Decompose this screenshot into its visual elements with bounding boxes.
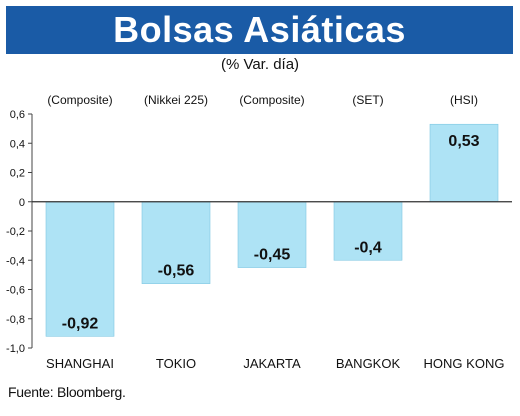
y-tick-label: -0,4 xyxy=(6,255,25,267)
data-label: -0,45 xyxy=(254,247,291,264)
y-tick-label: 0,6 xyxy=(10,109,25,121)
index-label: (Composite) xyxy=(239,93,304,107)
index-label: (HSI) xyxy=(450,93,478,107)
source-note: Fuente: Bloomberg. xyxy=(8,384,126,400)
index-label: (SET) xyxy=(352,93,383,107)
x-tick-label: HONG KONG xyxy=(424,356,505,371)
y-tick-label: 0 xyxy=(19,197,25,209)
bar xyxy=(429,123,499,203)
data-label: 0,53 xyxy=(448,133,479,150)
data-label: -0,56 xyxy=(158,263,195,280)
x-tick-label: BANGKOK xyxy=(336,356,401,371)
y-tick-label: -0,6 xyxy=(6,285,25,297)
y-tick-label: -1,0 xyxy=(6,343,25,355)
chart-subtitle: (% Var. día) xyxy=(220,56,300,73)
index-label: (Nikkei 225) xyxy=(144,93,208,107)
x-tick-label: JAKARTA xyxy=(243,356,301,371)
title-banner: Bolsas Asiáticas xyxy=(6,6,513,54)
bar xyxy=(141,201,211,284)
x-tick-label: TOKIO xyxy=(156,356,196,371)
bar xyxy=(333,201,403,261)
index-label: (Composite) xyxy=(47,93,112,107)
data-label: -0,92 xyxy=(62,315,99,332)
bar xyxy=(237,201,307,268)
y-tick-label: 0,4 xyxy=(10,138,25,150)
y-tick-label: -0,8 xyxy=(6,314,25,326)
x-tick-label: SHANGHAI xyxy=(46,356,114,371)
bar xyxy=(45,201,115,337)
data-label: -0,4 xyxy=(354,239,382,256)
y-tick-label: 0,2 xyxy=(10,168,25,180)
y-tick-label: -0,2 xyxy=(6,226,25,238)
chart-title: Bolsas Asiáticas xyxy=(113,9,406,50)
